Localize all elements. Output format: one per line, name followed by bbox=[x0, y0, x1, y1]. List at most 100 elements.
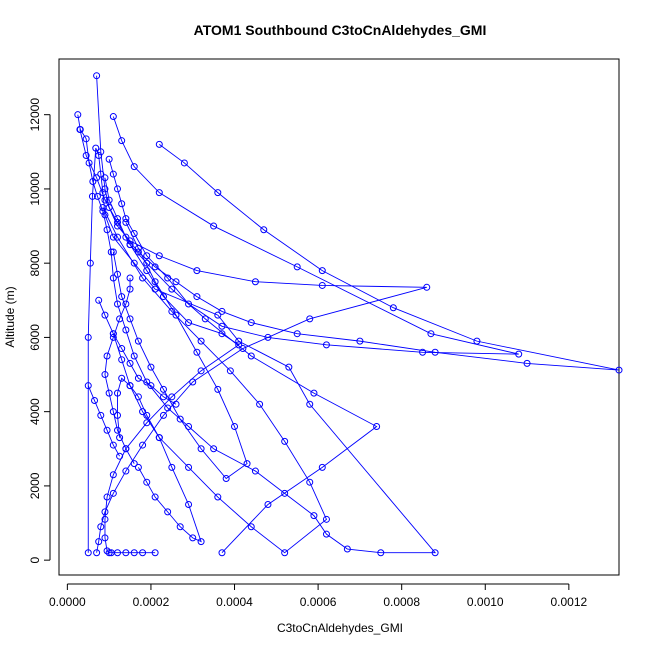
data-point bbox=[218, 330, 226, 338]
series-line bbox=[108, 116, 519, 355]
data-point bbox=[93, 72, 101, 80]
data-point bbox=[122, 467, 130, 475]
series-4 bbox=[105, 113, 523, 358]
data-point bbox=[91, 397, 99, 405]
data-point bbox=[105, 196, 113, 204]
series-10 bbox=[126, 241, 381, 557]
data-point bbox=[126, 315, 134, 323]
data-point bbox=[322, 515, 330, 523]
series-line bbox=[117, 377, 202, 543]
data-point bbox=[105, 389, 113, 397]
data-point bbox=[247, 352, 255, 360]
data-point bbox=[93, 192, 101, 200]
data-point bbox=[523, 359, 531, 367]
data-point bbox=[285, 363, 293, 371]
data-point bbox=[176, 523, 184, 531]
y-axis-label: Altitude (m) bbox=[3, 286, 17, 347]
x-tick-label: 0.0004 bbox=[216, 595, 253, 609]
data-point bbox=[122, 549, 130, 557]
data-point bbox=[143, 478, 151, 486]
data-point bbox=[231, 423, 239, 431]
data-point bbox=[114, 549, 122, 557]
series-6 bbox=[99, 203, 330, 557]
y-tick-label: 10000 bbox=[28, 172, 42, 206]
data-point bbox=[143, 411, 151, 419]
data-point bbox=[109, 441, 117, 449]
data-point bbox=[103, 426, 111, 434]
x-tick-label: 0.0006 bbox=[300, 595, 337, 609]
data-point bbox=[76, 126, 84, 134]
data-point bbox=[109, 170, 117, 178]
data-point bbox=[101, 508, 109, 516]
data-point bbox=[197, 445, 205, 453]
data-point bbox=[139, 549, 147, 557]
data-point bbox=[139, 274, 147, 282]
data-point bbox=[103, 226, 111, 234]
data-point bbox=[176, 415, 184, 423]
data-point bbox=[310, 389, 318, 397]
y-tick-label: 0 bbox=[28, 556, 42, 563]
data-point bbox=[214, 385, 222, 393]
series-line bbox=[112, 222, 248, 480]
data-point bbox=[423, 283, 431, 291]
data-point bbox=[134, 463, 142, 471]
data-point bbox=[95, 296, 103, 304]
data-point bbox=[116, 452, 124, 460]
data-point bbox=[122, 218, 130, 226]
data-point bbox=[130, 259, 138, 267]
plot-frame bbox=[58, 58, 620, 576]
y-tick-label: 4000 bbox=[28, 398, 42, 425]
data-point bbox=[243, 460, 251, 468]
data-point bbox=[168, 393, 176, 401]
data-point bbox=[95, 538, 103, 546]
data-point bbox=[235, 337, 243, 345]
data-point bbox=[126, 382, 134, 390]
data-point bbox=[197, 337, 205, 345]
data-point bbox=[95, 152, 103, 160]
data-point bbox=[118, 200, 126, 208]
data-point bbox=[101, 185, 109, 193]
data-point bbox=[214, 189, 222, 197]
data-point bbox=[373, 423, 381, 431]
data-point bbox=[103, 352, 111, 360]
data-point bbox=[151, 549, 159, 557]
data-point bbox=[431, 348, 439, 356]
data-point bbox=[101, 515, 109, 523]
data-point bbox=[185, 500, 193, 508]
data-point bbox=[247, 319, 255, 327]
data-point bbox=[109, 248, 117, 256]
data-point bbox=[322, 341, 330, 349]
data-point bbox=[101, 371, 109, 379]
data-point bbox=[281, 549, 289, 557]
data-point bbox=[114, 215, 122, 223]
x-tick-label: 0.0010 bbox=[467, 595, 504, 609]
series-line bbox=[87, 385, 120, 457]
data-point bbox=[318, 281, 326, 289]
data-point bbox=[109, 274, 117, 282]
data-point bbox=[126, 237, 134, 245]
data-point bbox=[235, 341, 243, 349]
data-point bbox=[431, 549, 439, 557]
data-point bbox=[310, 512, 318, 520]
data-point bbox=[118, 374, 126, 382]
data-point bbox=[159, 411, 167, 419]
data-point bbox=[101, 196, 109, 204]
data-point bbox=[151, 263, 159, 271]
data-point bbox=[218, 307, 226, 315]
data-point bbox=[260, 226, 268, 234]
series-line bbox=[77, 114, 437, 554]
data-point bbox=[159, 293, 167, 301]
data-point bbox=[109, 233, 117, 241]
data-point bbox=[239, 345, 247, 353]
series-line bbox=[102, 207, 328, 554]
data-point bbox=[88, 192, 96, 200]
data-point bbox=[92, 144, 100, 152]
data-point bbox=[251, 278, 259, 286]
data-point bbox=[164, 508, 172, 516]
data-point bbox=[210, 222, 218, 230]
data-point bbox=[84, 382, 92, 390]
data-point bbox=[114, 270, 122, 278]
x-axis: 0.0000 0.0002 0.0004 0.0006 0.0008 0.0010 0.00… bbox=[49, 583, 588, 609]
data-point bbox=[109, 471, 117, 479]
